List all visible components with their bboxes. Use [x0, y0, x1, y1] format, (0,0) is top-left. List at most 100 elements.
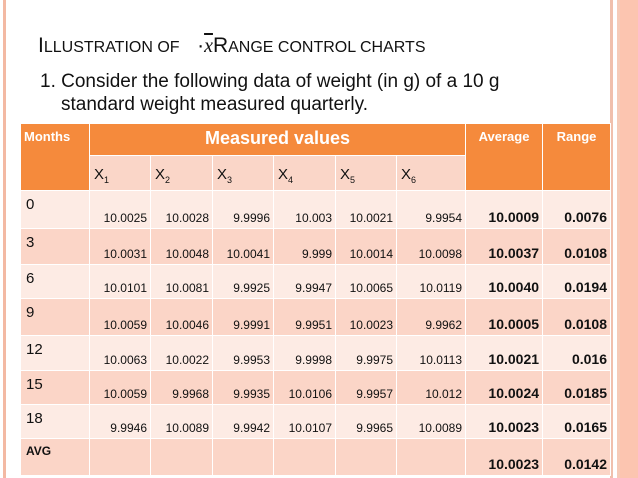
- value-cell: 10.0025: [89, 190, 151, 229]
- header-x-base: X: [217, 166, 228, 183]
- empty-cell: [273, 438, 336, 476]
- value-cell: 10.0065: [335, 264, 397, 299]
- month-cell: 12: [20, 335, 90, 371]
- value-cell: 9.9998: [273, 335, 336, 371]
- value-cell: 10.0098: [395, 228, 467, 265]
- title-text: ANGE CONTROL CHARTS: [228, 39, 426, 56]
- value-cell: 10.0059: [89, 298, 151, 336]
- empty-cell: [395, 438, 467, 476]
- value-cell: 10.0106: [273, 370, 336, 405]
- range-cell: 0.0165: [542, 404, 612, 439]
- header-x-subscript: 2: [165, 175, 171, 185]
- value-cell: 10.0119: [395, 264, 467, 299]
- month-cell: 6: [20, 264, 90, 299]
- value-cell: 9.9962: [395, 298, 467, 336]
- value-cell: 9.9954: [395, 190, 467, 229]
- value-cell: 10.0089: [395, 404, 467, 439]
- value-cell: 9.9942: [212, 404, 274, 439]
- value-cell: 9.9991: [212, 298, 274, 336]
- header-x-subscript: 5: [350, 175, 356, 185]
- month-cell: 18: [20, 404, 90, 439]
- table-row: 0 10.0025 10.0028 9.9996 10.003 10.0021 9.9954…: [20, 190, 612, 229]
- range-cell: 0.0076: [542, 190, 612, 229]
- data-table: Months Measured values Average Range X1 X…: [20, 123, 612, 476]
- slide-title: ILLUSTRATION OF ·xRANGE CONTROL CHARTS: [38, 34, 426, 57]
- average-cell: 10.0021: [465, 335, 544, 371]
- value-cell: 9.9951: [273, 298, 336, 336]
- header-x1: X1: [89, 155, 151, 191]
- average-cell: 10.0024: [465, 370, 544, 405]
- value-cell: 9.9925: [212, 264, 274, 299]
- title-text: I: [38, 34, 44, 57]
- value-cell: 10.0107: [273, 404, 336, 439]
- average-cell: 10.0040: [465, 264, 544, 299]
- value-cell: 10.0113: [395, 335, 467, 371]
- header-x-subscript: 1: [104, 175, 110, 185]
- header-x-base: X: [401, 166, 412, 183]
- title-text: LLUSTRATION OF: [43, 39, 180, 56]
- header-x-subscript: 3: [227, 175, 233, 185]
- range-cell: 0.0185: [542, 370, 612, 405]
- table-row: 15 10.0059 9.9968 9.9935 10.0106 9.9957 10.012…: [20, 370, 612, 405]
- month-cell: 3: [20, 228, 90, 265]
- header-x-base: X: [278, 166, 289, 183]
- value-cell: 9.9957: [335, 370, 397, 405]
- value-cell: 9.9946: [89, 404, 151, 439]
- value-cell: 10.0021: [335, 190, 397, 229]
- slide-left-border: [3, 0, 6, 478]
- value-cell: 10.0041: [212, 228, 274, 265]
- header-months: Months: [20, 123, 90, 191]
- value-cell: 10.0081: [150, 264, 213, 299]
- value-cell: 10.0014: [335, 228, 397, 265]
- value-cell: 10.0063: [89, 335, 151, 371]
- average-cell: 10.0005: [465, 298, 544, 336]
- intro-line: 1. Consider the following data of weight…: [40, 71, 500, 92]
- value-cell: 10.0022: [150, 335, 213, 371]
- header-x6: X6: [395, 155, 467, 191]
- header-x4: X4: [273, 155, 336, 191]
- range-cell: 0.0194: [542, 264, 612, 299]
- average-cell: 10.0023: [465, 404, 544, 439]
- value-cell: 9.999: [273, 228, 336, 265]
- table-row: 9 10.0059 10.0046 9.9991 9.9951 10.0023 9.9962…: [20, 298, 612, 336]
- range-cell: 0.016: [542, 335, 612, 371]
- table-row: 12 10.0063 10.0022 9.9953 9.9998 9.9975 10.011…: [20, 335, 612, 371]
- header-x-subscript: 6: [411, 175, 417, 185]
- value-cell: 10.0089: [150, 404, 213, 439]
- avg-average-cell: 10.0023: [465, 438, 544, 476]
- value-cell: 10.0101: [89, 264, 151, 299]
- month-cell: 9: [20, 298, 90, 336]
- month-cell: 15: [20, 370, 90, 405]
- header-x-base: X: [155, 166, 166, 183]
- value-cell: 10.0031: [89, 228, 151, 265]
- header-average: Average: [465, 123, 544, 191]
- value-cell: 10.0023: [335, 298, 397, 336]
- header-x-subscript: 4: [288, 175, 294, 185]
- value-cell: 9.9935: [212, 370, 274, 405]
- value-cell: 10.0048: [150, 228, 213, 265]
- value-cell: 10.0059: [89, 370, 151, 405]
- empty-cell: [212, 438, 274, 476]
- x-bar-symbol: x: [204, 35, 213, 57]
- average-cell: 10.0009: [465, 190, 544, 229]
- value-cell: 9.9975: [335, 335, 397, 371]
- range-cell: 0.0108: [542, 298, 612, 336]
- value-cell: 9.9965: [335, 404, 397, 439]
- empty-cell: [150, 438, 213, 476]
- value-cell: 10.012: [395, 370, 467, 405]
- header-range: Range: [542, 123, 612, 191]
- value-cell: 9.9947: [273, 264, 336, 299]
- value-cell: 9.9968: [150, 370, 213, 405]
- value-cell: 9.9996: [212, 190, 274, 229]
- header-measured-values: Measured values: [88, 123, 467, 156]
- slide-right-accent-strip: [620, 0, 638, 478]
- value-cell: 9.9953: [212, 335, 274, 371]
- slide-right-border-line: [617, 0, 620, 478]
- average-cell: 10.0037: [465, 228, 544, 265]
- header-x-base: X: [94, 166, 105, 183]
- header-x2: X2: [150, 155, 213, 191]
- intro-text: 1. Consider the following data of weight…: [40, 70, 600, 116]
- table-row: 3 10.0031 10.0048 10.0041 9.999 10.0014 10.009…: [20, 228, 612, 265]
- range-cell: 0.0108: [542, 228, 612, 265]
- slide-right-border-line: [610, 0, 613, 478]
